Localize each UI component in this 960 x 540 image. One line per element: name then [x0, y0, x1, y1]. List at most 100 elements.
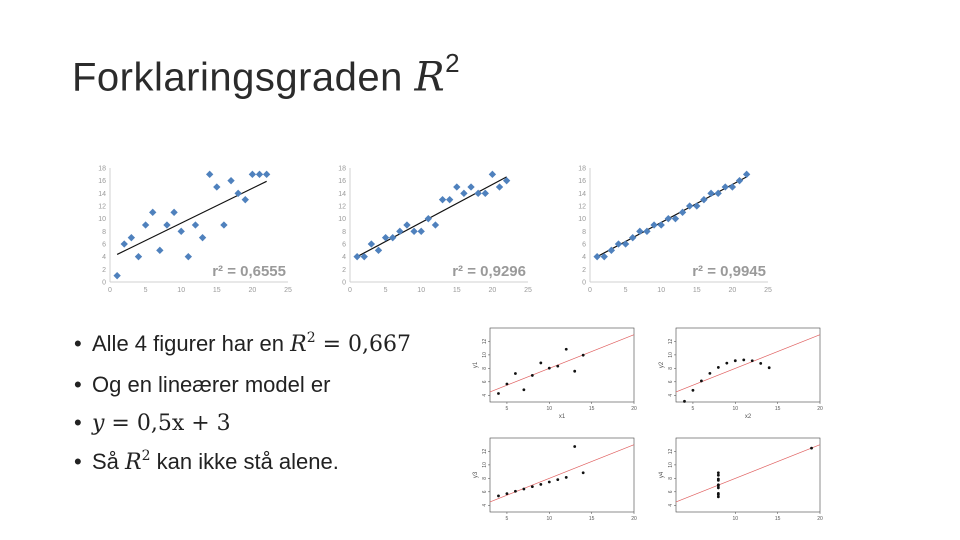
panel-frame — [489, 327, 635, 403]
scatter-chart-3: 0 2 4 6 8 10 12 14 16 18 0 5 10 15 20 25 r² = 0,9945 — [568, 158, 778, 303]
bullet-1-exp: 2 — [306, 330, 316, 346]
data-point — [716, 495, 720, 499]
y-tick-label: 14 — [338, 191, 346, 198]
y-tick-label: 18 — [578, 166, 586, 173]
x-tick-label: 15 — [775, 406, 781, 412]
panel-frame — [675, 437, 821, 513]
scatter-chart-2-svg: 0 2 4 6 8 10 12 14 16 18 0 5 10 15 20 25 r² = 0,9296 — [338, 166, 532, 295]
data-point — [629, 233, 637, 242]
bullet-2: Og en lineærer model er — [74, 366, 411, 404]
data-point — [497, 392, 500, 395]
data-point — [728, 183, 737, 191]
y-tick-label: 16 — [338, 178, 346, 185]
x-tick-label: 5 — [144, 287, 148, 294]
data-point — [141, 221, 150, 229]
y-axis-label: y2 — [659, 361, 665, 368]
x-tick-label: 20 — [729, 287, 737, 294]
scatter-chart-3-svg: 0 2 4 6 8 10 12 14 16 18 0 5 10 15 20 25 r² = 0,9945 — [578, 166, 772, 295]
data-point — [767, 366, 771, 370]
y-tick-label: 16 — [98, 178, 106, 185]
bullet-4-tail: kan ikke stå alene. — [150, 449, 339, 474]
data-point — [481, 189, 489, 198]
data-point — [453, 183, 461, 191]
y-tick-label: 12 — [668, 448, 674, 454]
data-point — [573, 369, 577, 373]
data-point — [621, 240, 630, 248]
y-tick-label: 2 — [102, 267, 106, 274]
trend-line — [116, 180, 267, 255]
y-tick-label: 8 — [482, 477, 488, 480]
x-tick-label: 10 — [733, 406, 739, 412]
data-point — [396, 227, 404, 236]
data-point — [539, 361, 543, 365]
data-point — [505, 382, 509, 386]
data-point — [522, 487, 526, 491]
y-tick-label: 8 — [668, 477, 674, 480]
data-point — [120, 240, 128, 248]
data-point — [353, 252, 361, 261]
bullet-1: Alle 4 figurer har en R2 = 0,667 — [74, 325, 411, 366]
bullet-4: Så R2 kan ikke stå alene. — [74, 443, 411, 484]
y-tick-label: 4 — [582, 254, 586, 261]
regression-line — [489, 334, 635, 393]
x-tick-label: 25 — [284, 287, 292, 294]
data-point — [716, 486, 720, 490]
data-point — [198, 233, 207, 242]
x-tick-label: 20 — [249, 287, 257, 294]
data-point — [530, 485, 534, 489]
y-tick-label: 4 — [482, 394, 488, 397]
x-tick-label: 10 — [547, 406, 553, 412]
y-tick-label: 18 — [338, 166, 346, 173]
x-tick-label: 20 — [489, 287, 497, 294]
data-point — [742, 170, 751, 179]
x-tick-label: 20 — [631, 516, 637, 522]
data-point — [474, 189, 482, 198]
data-point — [206, 170, 214, 179]
data-point — [564, 347, 568, 351]
data-point — [742, 358, 746, 362]
y-tick-label: 8 — [342, 229, 346, 236]
y-tick-label: 4 — [102, 254, 106, 261]
data-point — [488, 170, 497, 179]
data-point — [467, 183, 475, 191]
data-point — [683, 399, 686, 403]
data-point — [127, 233, 136, 242]
x-tick-label: 15 — [589, 406, 595, 412]
data-point — [657, 221, 665, 229]
anscombe-quartet-svg: 5 10 15 20 4 6 8 10 12 x1 y1 5 10 15 20 4 6 8 10 12 x2 y2 5 10 1… — [473, 327, 823, 530]
y-tick-label: 10 — [482, 352, 488, 358]
x-tick-label: 15 — [693, 287, 701, 294]
x-tick-label: 20 — [817, 406, 823, 412]
bullet-4-text: Så — [92, 449, 126, 474]
bullet-1-value: = 0,667 — [315, 332, 412, 357]
data-point — [403, 221, 411, 229]
x-tick-label: 25 — [524, 287, 532, 294]
data-point — [716, 477, 720, 481]
data-point — [374, 246, 383, 255]
y-tick-label: 10 — [98, 216, 106, 223]
data-point — [716, 366, 720, 369]
bullet-4-math: R — [125, 450, 142, 475]
x-tick-label: 15 — [453, 287, 461, 294]
data-point — [556, 478, 560, 482]
data-point — [691, 388, 695, 392]
bullet-3-equation: = 0,5x + 3 — [104, 411, 231, 436]
r-exponent: 2 — [445, 48, 461, 78]
data-point — [417, 227, 425, 236]
data-point — [389, 233, 397, 242]
data-point — [700, 379, 703, 383]
bullet-4-exp: 2 — [141, 448, 151, 464]
anscombe-panel-3: 51015204681012x3y3 — [473, 437, 637, 530]
y-tick-label: 14 — [578, 191, 586, 198]
y-tick-label: 12 — [98, 204, 106, 211]
data-point — [810, 446, 813, 450]
data-point — [227, 176, 235, 185]
data-point — [716, 471, 720, 475]
data-point — [750, 359, 754, 363]
y-tick-label: 8 — [482, 367, 488, 370]
r-symbol: R — [414, 54, 446, 101]
x-tick-label: 15 — [589, 516, 595, 522]
y-tick-label: 0 — [102, 280, 106, 287]
data-point — [693, 202, 701, 210]
x-tick-label: 0 — [108, 287, 112, 294]
